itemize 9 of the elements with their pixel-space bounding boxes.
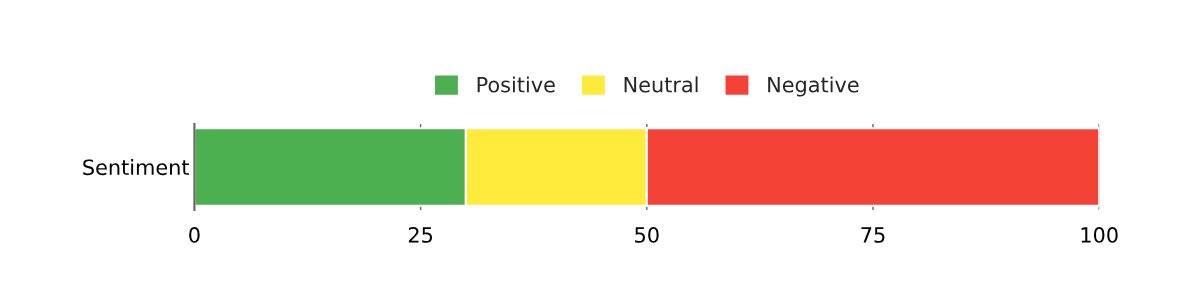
legend-label: Negative (768, 76, 859, 97)
x-tick-label: 50 (635, 227, 659, 243)
x-tick-label: 0 (189, 227, 200, 243)
legend-label: Positive (477, 76, 555, 93)
y-tick-label: Sentiment (83, 159, 190, 176)
legend-label: Neutral (624, 76, 698, 93)
x-tick-label: 25 (408, 227, 433, 243)
x-tick-label: 100 (1081, 227, 1118, 243)
x-tick-label: 75 (861, 227, 885, 243)
